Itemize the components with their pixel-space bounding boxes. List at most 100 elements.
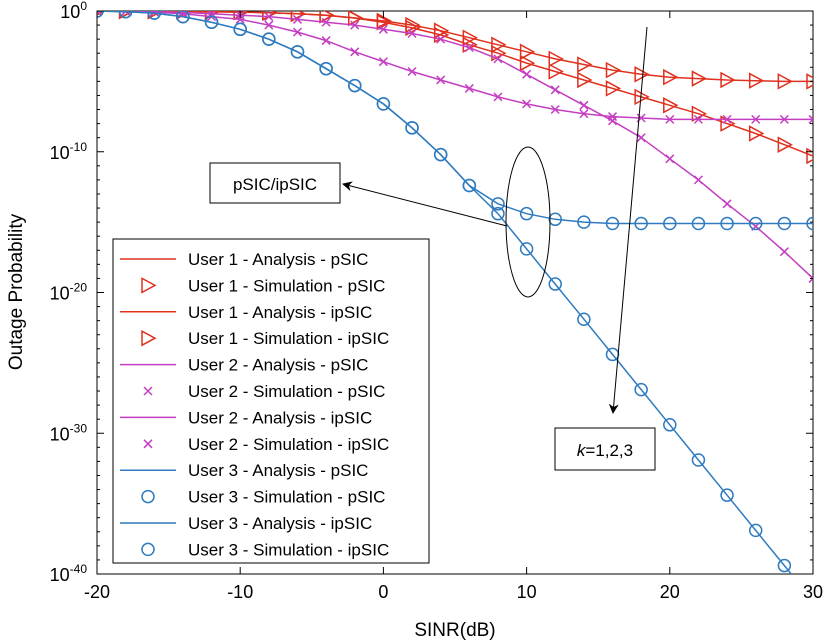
legend-label-5: User 2 - Simulation - pSIC bbox=[188, 382, 385, 401]
x-tick-label: -20 bbox=[84, 582, 110, 602]
series-7-point bbox=[378, 57, 388, 67]
series-line-10 bbox=[97, 11, 813, 225]
y-tick-label: 10-20 bbox=[50, 281, 88, 304]
series-1-point bbox=[491, 36, 507, 54]
series-3-point bbox=[348, 11, 364, 27]
series-3-point bbox=[548, 63, 564, 80]
series-3-point bbox=[376, 14, 392, 31]
series-5-point bbox=[522, 69, 532, 79]
series-9-point bbox=[519, 242, 534, 256]
series-7-point bbox=[522, 99, 532, 109]
series-9-point bbox=[491, 206, 505, 221]
series-7-point bbox=[808, 114, 813, 124]
series-5-point bbox=[636, 133, 646, 143]
series-3-point bbox=[691, 105, 708, 123]
series-11-point bbox=[519, 206, 534, 221]
legend-label-8: User 3 - Analysis - pSIC bbox=[188, 461, 368, 480]
k-box bbox=[554, 427, 656, 471]
series-5-point bbox=[779, 247, 789, 257]
series-11-point bbox=[462, 178, 477, 193]
x-tick-label: 20 bbox=[660, 582, 680, 602]
series-11-point bbox=[405, 121, 419, 135]
k-label: k=1,2,3 bbox=[577, 441, 633, 460]
k-values: =1,2,3 bbox=[585, 441, 633, 460]
series-3-point bbox=[319, 11, 335, 24]
series-7-point bbox=[722, 114, 732, 124]
legend-label-11: User 3 - Simulation - ipSIC bbox=[188, 540, 389, 559]
legend: User 1 - Analysis - pSIC User 1 - Simulat… bbox=[112, 238, 430, 564]
series-7-point bbox=[436, 75, 446, 85]
series-3-point bbox=[663, 97, 679, 114]
series-1-point bbox=[691, 70, 708, 87]
series-7-point bbox=[350, 47, 360, 57]
series-3-point bbox=[777, 136, 793, 153]
series-11-point bbox=[319, 61, 333, 76]
psic-ipsic-label: pSIC/ipSIC bbox=[233, 175, 317, 194]
series-11-point bbox=[691, 216, 706, 231]
series-7-point bbox=[607, 112, 618, 122]
series-9-point bbox=[720, 488, 734, 502]
series-3-point bbox=[577, 71, 593, 89]
series-11-point bbox=[433, 147, 448, 162]
series-7-point bbox=[97, 11, 102, 16]
series-11-point bbox=[548, 212, 562, 227]
series-5-point bbox=[665, 154, 675, 164]
series-11-point bbox=[348, 78, 362, 93]
series-3-point bbox=[806, 147, 813, 165]
legend-label-10: User 3 - Analysis - ipSIC bbox=[188, 514, 372, 533]
series-11-point bbox=[147, 11, 162, 20]
legend-label-2: User 1 - Analysis - ipSIC bbox=[188, 303, 372, 322]
series-line-4 bbox=[97, 11, 813, 279]
series-7-point bbox=[579, 109, 589, 119]
series-11-point bbox=[777, 216, 792, 231]
series-5-point bbox=[378, 24, 388, 34]
ticks-layer: -20 -10 0 10 20 30 100 10-10 10-20 10-30 10-40 bbox=[50, 0, 823, 602]
series-7-point bbox=[292, 27, 303, 37]
series-7-point bbox=[264, 20, 274, 30]
series-11-point bbox=[118, 11, 133, 19]
y-tick-label: 10-30 bbox=[50, 421, 88, 444]
series-5-point bbox=[693, 175, 703, 185]
legend-box bbox=[112, 238, 430, 564]
x-tick-label: 10 bbox=[517, 582, 537, 602]
series-5-point bbox=[607, 116, 618, 126]
series-3-point bbox=[748, 125, 765, 142]
k-italic: k bbox=[577, 441, 587, 460]
series-7-point bbox=[665, 114, 675, 124]
series-3-point bbox=[405, 19, 421, 37]
series-5-point bbox=[321, 17, 331, 27]
series-11-point bbox=[605, 216, 620, 231]
series-7-point bbox=[550, 104, 560, 115]
legend-marker-7 bbox=[143, 439, 153, 449]
psic-arrow bbox=[342, 181, 508, 227]
series-1-point bbox=[806, 73, 813, 90]
series-1-point bbox=[663, 68, 679, 86]
series-5-point bbox=[493, 54, 503, 64]
series-line-6 bbox=[97, 11, 813, 121]
y-tick-label: 100 bbox=[60, 0, 87, 22]
series-7-point bbox=[321, 36, 331, 46]
series-3-point bbox=[605, 80, 622, 97]
series-5-point bbox=[264, 12, 274, 22]
series-5-point bbox=[550, 85, 560, 95]
legend-label-0: User 1 - Analysis - pSIC bbox=[188, 250, 368, 269]
series-11-point bbox=[806, 216, 813, 231]
series-11-point bbox=[262, 32, 276, 46]
series-11-point bbox=[491, 197, 505, 211]
series-5-point bbox=[178, 11, 188, 17]
series-7-point bbox=[407, 66, 417, 77]
series-7-point bbox=[751, 114, 761, 124]
series-5-point bbox=[464, 43, 474, 53]
series-1-point bbox=[720, 71, 736, 89]
series-9-point bbox=[577, 312, 591, 326]
series-3-point bbox=[519, 54, 536, 72]
k-arrow bbox=[608, 26, 648, 414]
legend-marker-3 bbox=[141, 329, 157, 347]
series-3-point bbox=[290, 11, 307, 23]
series-3-point bbox=[491, 44, 507, 62]
x-tick-label: 0 bbox=[378, 582, 388, 602]
series-7-point bbox=[779, 114, 789, 124]
series-1-point bbox=[519, 43, 536, 61]
series-5-point bbox=[808, 273, 813, 283]
